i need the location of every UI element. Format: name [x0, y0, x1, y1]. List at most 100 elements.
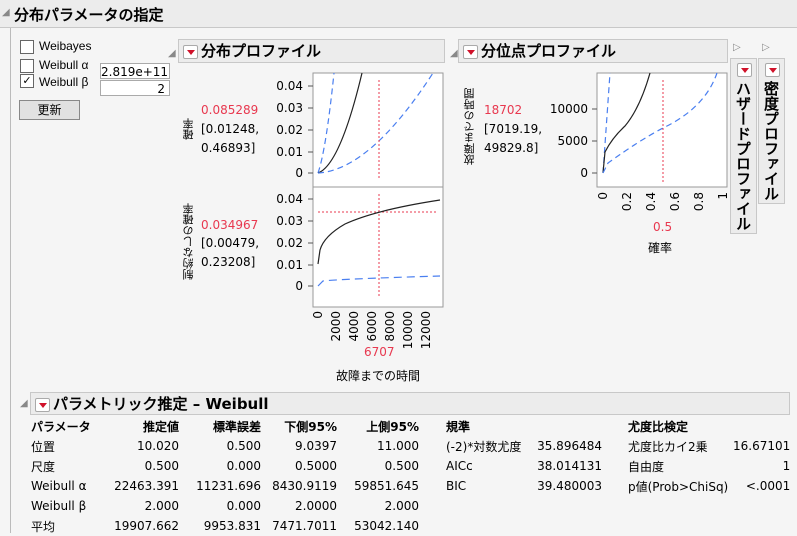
cell: 53042.140	[354, 519, 419, 533]
cell: 7471.7011	[272, 519, 337, 533]
ytick: 0.04	[276, 192, 303, 206]
cell: (-2)*対数尤度	[446, 439, 522, 454]
weibull-alpha-checkbox[interactable]	[20, 59, 34, 73]
quantile-plot	[596, 72, 728, 188]
cell: 10.020	[137, 439, 179, 453]
xtick: 12000	[419, 311, 433, 350]
col-header: 推定値	[142, 419, 179, 434]
hazard-expand-icon[interactable]: ▷	[733, 42, 741, 53]
red-triangle-menu-icon[interactable]	[183, 45, 198, 59]
table-row: BIC 39.480003	[446, 476, 602, 496]
ytick: 0.01	[276, 258, 303, 272]
cell: 1	[782, 459, 791, 473]
quantile-profile-header: 分位点プロファイル	[458, 39, 728, 63]
quantile-value: 18702	[484, 103, 523, 117]
red-triangle-menu-icon[interactable]	[765, 63, 780, 77]
top-value: 0.085289	[201, 103, 259, 117]
col-header: 標準誤差	[212, 419, 261, 434]
ci-upper-curve	[317, 72, 335, 174]
density-expand-icon[interactable]: ▷	[762, 42, 770, 53]
dist-xlabel: 故障までの時間	[336, 369, 421, 383]
hazard-profile-header[interactable]: ハザードプロファイル	[730, 58, 757, 234]
cell: 2.000	[144, 499, 179, 513]
red-triangle-menu-icon[interactable]	[463, 45, 478, 59]
weibayes-checkbox[interactable]	[20, 40, 34, 54]
xtick: 0.8	[692, 192, 706, 212]
page-title: 分布パラメータの指定	[14, 6, 164, 24]
ytick: 0.04	[276, 79, 303, 93]
estimates-collapse-icon[interactable]: ◢	[20, 398, 28, 409]
weibull-alpha-input[interactable]: 2.819e+11	[100, 63, 170, 79]
collapse-triangle-icon[interactable]: ◢	[2, 7, 10, 18]
ytick: 0.03	[276, 214, 303, 228]
cell: 11.000	[377, 439, 419, 453]
outline-border	[10, 28, 11, 533]
cell: 19907.662	[114, 519, 179, 533]
cell: 59851.645	[354, 479, 419, 493]
weibull-beta-checkbox[interactable]: ✓	[20, 74, 34, 88]
table-row: 尺度 0.500 0.000 0.5000 0.500	[31, 456, 419, 476]
ytick: 10000	[549, 102, 588, 116]
title-bar: ◢ 分布パラメータの指定	[0, 0, 797, 28]
quantile-ci-lower: [7019.19,	[484, 122, 543, 136]
bottom-ci-upper: 0.23208]	[201, 255, 256, 269]
ytick: 5000	[557, 134, 588, 148]
cell: BIC	[446, 479, 467, 493]
dist-bottom-plot	[312, 186, 444, 308]
ci-lower-curve	[317, 72, 434, 174]
density-profile-title: 密度プロファイル	[762, 81, 780, 201]
red-triangle-menu-icon[interactable]	[35, 398, 50, 412]
xtick: 1	[716, 192, 730, 200]
cell: 2.000	[384, 499, 419, 513]
cell: 0.500	[384, 459, 419, 473]
table-row: 位置 10.020 0.500 9.0397 11.000	[31, 436, 419, 456]
cell: 9953.831	[203, 519, 261, 533]
xtick: 4000	[347, 311, 361, 342]
estimate-curve	[317, 72, 363, 174]
dist-profile-title: 分布プロファイル	[201, 42, 322, 60]
estimate-curve	[602, 72, 651, 174]
weibull-beta-input[interactable]: 2	[100, 80, 170, 96]
dist-x-value[interactable]: 6707	[364, 345, 395, 359]
cell: 35.896484	[537, 439, 602, 453]
xtick: 0.6	[668, 192, 682, 212]
col-header: 尤度比検定	[628, 419, 689, 434]
ytick: 0	[295, 279, 303, 293]
cell: Weibull β	[31, 499, 87, 513]
cell: 11231.696	[196, 479, 261, 493]
quantile-xlabel: 確率	[648, 241, 673, 255]
quantile-collapse-icon[interactable]: ◢	[450, 48, 458, 59]
cell: 22463.391	[114, 479, 179, 493]
top-ci-upper: 0.46893]	[201, 141, 256, 155]
col-header: 下側95%	[284, 419, 337, 434]
cell: 自由度	[628, 459, 665, 474]
cell: p値(Prob>ChiSq)	[628, 479, 729, 494]
dist-profile-header: 分布プロファイル	[178, 39, 445, 63]
weibull-alpha-label: Weibull α	[39, 58, 89, 72]
quantile-x-value[interactable]: 0.5	[653, 220, 673, 234]
bottom-value: 0.034967	[201, 218, 259, 232]
table-row: 平均 19907.662 9953.831 7471.7011 53042.140	[31, 516, 419, 536]
quantile-ylabel: 故障までの時間	[463, 88, 476, 165]
xtick: 2000	[329, 311, 343, 342]
density-profile-header[interactable]: 密度プロファイル	[758, 58, 785, 204]
cell: 尤度比カイ2乗	[628, 439, 708, 454]
cell: AICc	[446, 459, 473, 473]
table-row: Weibull β 2.000 0.000 2.0000 2.000	[31, 496, 419, 516]
lr-test-table: 尤度比検定 尤度比カイ2乗 16.67101 自由度 1 p値(Prob>ChiSq…	[628, 416, 790, 496]
cell: Weibull α	[31, 479, 87, 493]
ci-lower-curve	[602, 72, 718, 174]
table-row: (-2)*対数尤度 35.896484	[446, 436, 602, 456]
ytick: 0.02	[276, 236, 303, 250]
update-button[interactable]: 更新	[19, 100, 80, 120]
ytick: 0.01	[276, 145, 303, 159]
red-triangle-menu-icon[interactable]	[737, 63, 752, 77]
dist-profile-collapse-icon[interactable]: ◢	[168, 48, 176, 59]
hazard-profile-title: ハザードプロファイル	[734, 81, 752, 231]
cell: 平均	[31, 519, 56, 534]
dist-top-plot	[312, 72, 444, 188]
quantile-profile-title: 分位点プロファイル	[481, 42, 617, 60]
estimate-curve	[317, 199, 441, 265]
table-row: Weibull α 22463.391 11231.696 8430.9119 5985…	[31, 476, 419, 496]
